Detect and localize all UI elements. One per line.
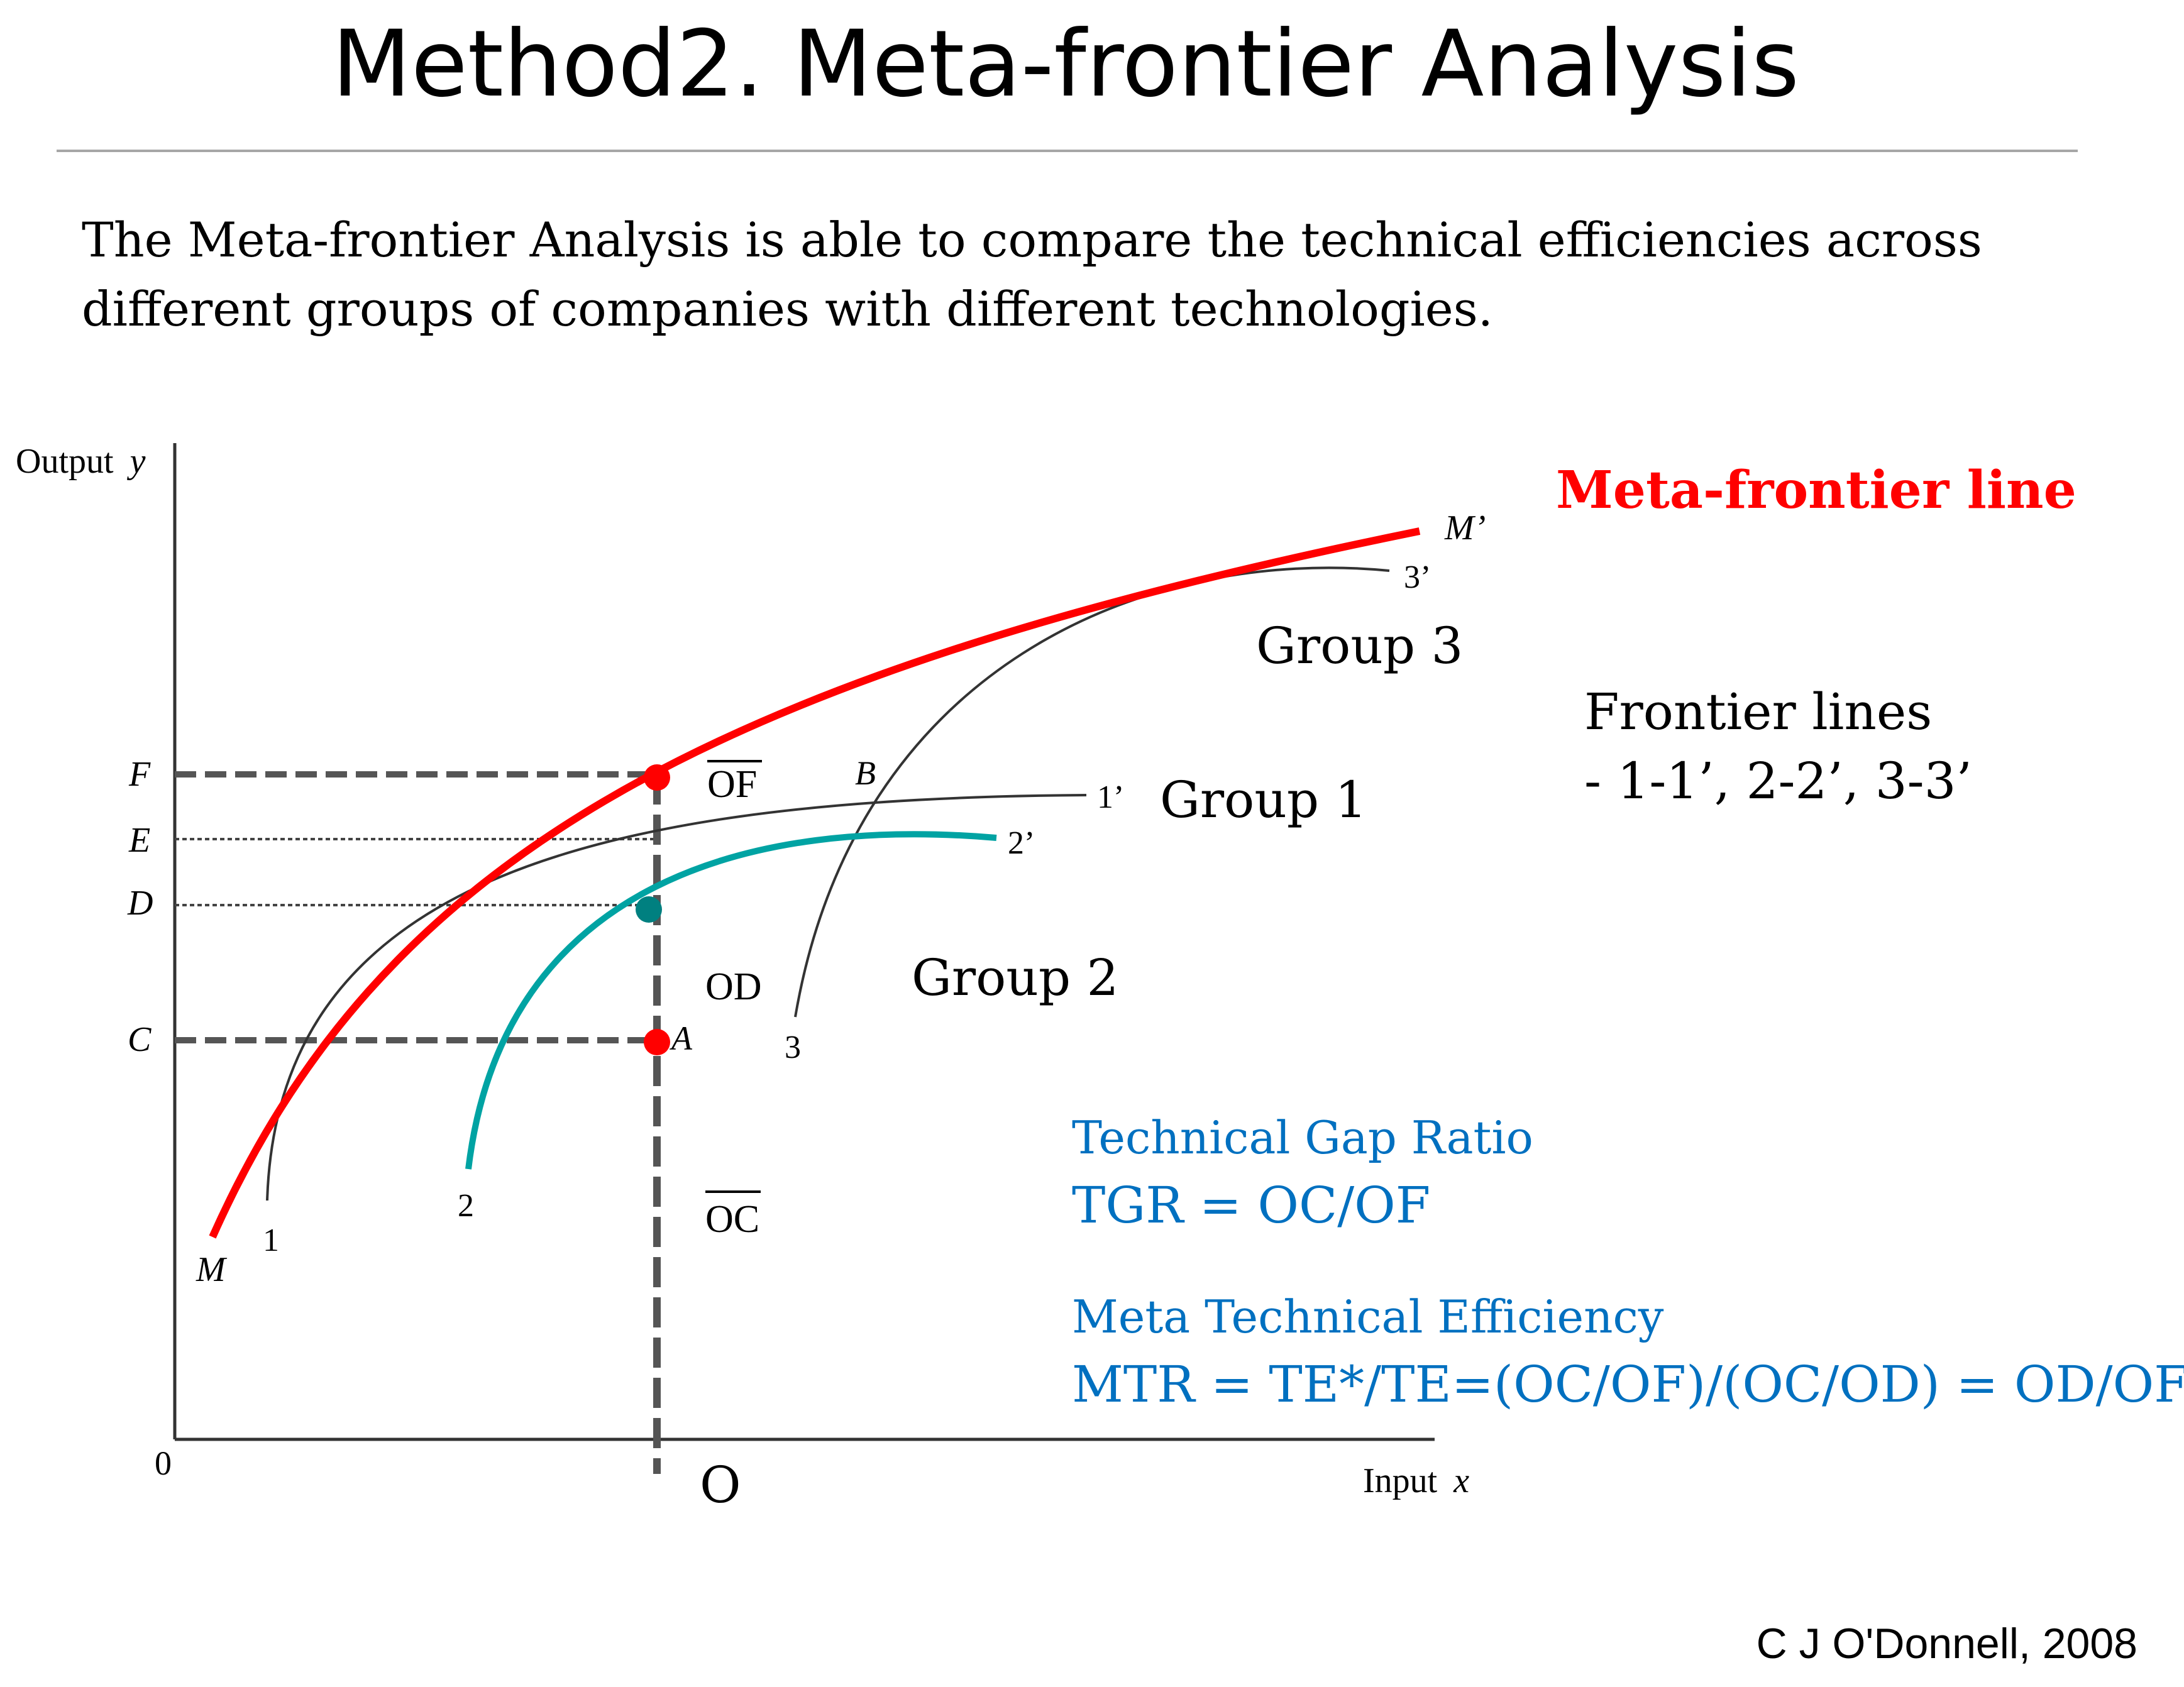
curve-label-3: 3 <box>785 1030 801 1065</box>
curve-label-2: 2 <box>458 1188 474 1224</box>
point-on-group2-frontier <box>636 896 662 923</box>
tgr-title: Technical Gap Ratio <box>1072 1111 1533 1164</box>
mte-formula: MTR = TE*/TE=(OC/OF)/(OC/OD) = OD/OF <box>1072 1355 2184 1414</box>
level-label-D: D <box>127 884 153 923</box>
point-on-meta-frontier <box>644 764 670 791</box>
group1-label: Group 1 <box>1160 771 1367 829</box>
page-title: Method2. Meta-frontier Analysis <box>332 11 1799 118</box>
y-axis-variable: y <box>127 442 146 481</box>
level-label-F: F <box>128 755 151 794</box>
point-label-B: B <box>855 754 876 792</box>
point-A-marker <box>644 1029 670 1055</box>
curve-label-M: M <box>196 1250 228 1289</box>
segment-label-OF: OF <box>707 763 757 806</box>
level-label-E: E <box>128 821 150 860</box>
group2-frontier-curve <box>465 831 997 1170</box>
curve-label-1-prime: 1’ <box>1097 779 1124 815</box>
mte-title: Meta Technical Efficiency <box>1072 1290 1664 1343</box>
curve-label-3-prime: 3’ <box>1404 559 1431 595</box>
frontier-lines-list: - 1-1’, 2-2’, 3-3’ <box>1584 752 1972 810</box>
origin-label: 0 <box>155 1444 172 1482</box>
intro-text-line-2: different groups of companies with diffe… <box>82 281 1493 337</box>
meta-frontier-line-label: Meta-frontier line <box>1556 460 2076 520</box>
y-axis-title: Output <box>16 442 114 481</box>
curve-label-2-prime: 2’ <box>1008 825 1035 861</box>
x-axis-variable: x <box>1453 1461 1469 1500</box>
level-label-C: C <box>128 1020 152 1059</box>
segment-label-OD: OD <box>705 965 762 1008</box>
point-label-A: A <box>670 1019 693 1057</box>
intro-text-line-1: The Meta-frontier Analysis is able to co… <box>82 212 1982 268</box>
group2-label: Group 2 <box>912 948 1118 1007</box>
frontier-lines-title: Frontier lines <box>1584 683 1932 741</box>
o-label: O <box>700 1456 741 1514</box>
group3-frontier-curve <box>794 566 1390 1018</box>
tgr-formula: TGR = OC/OF <box>1072 1176 1430 1234</box>
credit-text: C J O'Donnell, 2008 <box>1757 1620 2137 1668</box>
meta-frontier-curve <box>209 527 1421 1239</box>
y-axis-label: Output y <box>16 442 146 481</box>
x-axis-label: Input x <box>1363 1461 1469 1500</box>
curve-label-M-prime: M’ <box>1444 508 1486 547</box>
group3-label: Group 3 <box>1256 617 1463 675</box>
segment-label-OC: OC <box>705 1198 759 1241</box>
curve-label-1: 1 <box>263 1223 279 1258</box>
x-axis-title: Input <box>1363 1461 1438 1500</box>
